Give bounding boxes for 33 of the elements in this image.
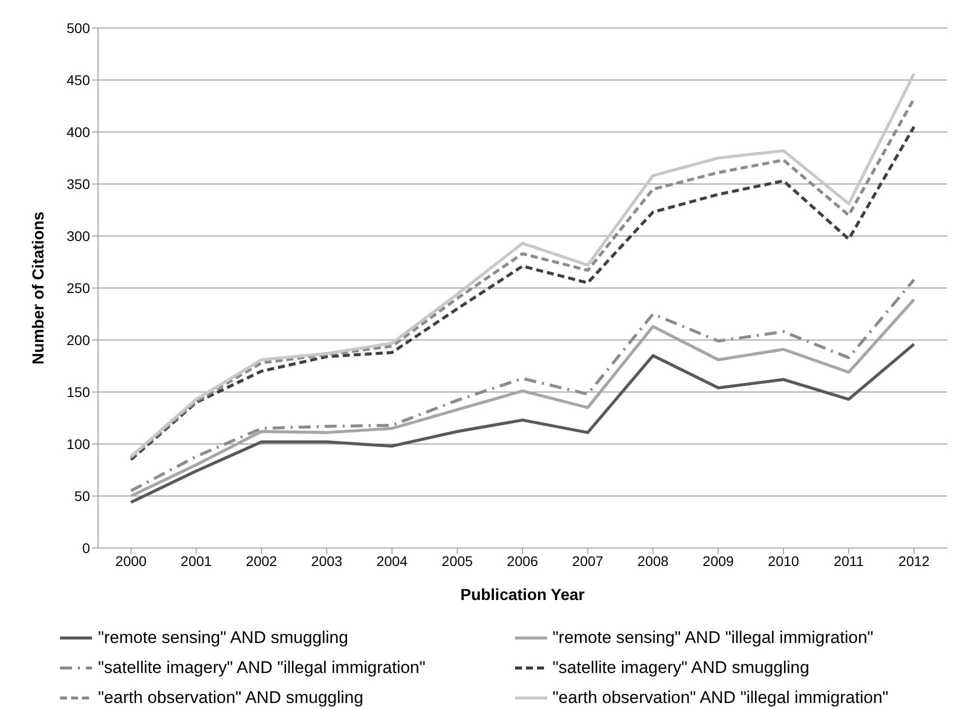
y-tick-label: 0 — [82, 540, 90, 556]
y-tick-label: 100 — [66, 436, 90, 452]
x-tick-label: 2005 — [442, 552, 474, 569]
legend-label: "satellite imagery" AND smuggling — [552, 658, 810, 678]
line-series — [130, 342, 916, 504]
y-tick-label: 200 — [66, 332, 90, 348]
legend-label: "earth observation" AND smuggling — [98, 688, 364, 708]
x-tick-label: 2008 — [637, 552, 669, 569]
x-tick-label: 2000 — [115, 552, 147, 569]
x-tick-label: 2003 — [311, 552, 343, 569]
y-tick-label: 250 — [66, 280, 90, 296]
x-tick-label: 2002 — [246, 552, 278, 569]
x-tick-label: 2009 — [702, 552, 734, 569]
y-tick-label: 350 — [66, 176, 90, 192]
x-tick-label: 2010 — [768, 552, 800, 569]
x-tick-label: 2011 — [834, 552, 864, 569]
y-tick-label: 500 — [66, 20, 90, 36]
x-tick-label: 2004 — [376, 552, 408, 569]
x-tick-label: 2007 — [572, 552, 604, 569]
y-tick-label: 450 — [66, 72, 90, 88]
legend-label: "satellite imagery" AND "illegal immigration" — [98, 658, 426, 678]
legend-label: "earth observation" AND "illegal immigration" — [552, 688, 888, 708]
y-axis-title: Number of Citations — [30, 211, 48, 364]
x-tick-label: 2001 — [180, 552, 212, 569]
legend-label: "remote sensing" AND smuggling — [98, 628, 348, 648]
y-tick-label: 50 — [74, 488, 90, 504]
legend-label: "remote sensing" AND "illegal immigration" — [552, 628, 874, 648]
y-tick-label: 400 — [66, 124, 90, 140]
y-tick-label: 150 — [66, 384, 90, 400]
x-axis-title: Publication Year — [460, 587, 585, 604]
y-tick-label: 300 — [66, 228, 90, 244]
x-tick-label: 2012 — [898, 552, 930, 569]
x-tick-label: 2006 — [506, 552, 538, 569]
